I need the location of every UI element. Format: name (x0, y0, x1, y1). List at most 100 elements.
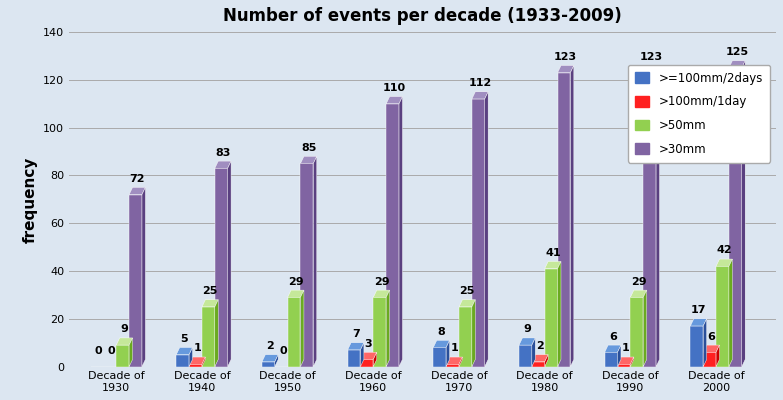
Polygon shape (189, 364, 202, 366)
Polygon shape (202, 357, 205, 366)
Polygon shape (630, 290, 647, 297)
Polygon shape (202, 300, 218, 307)
Polygon shape (644, 73, 656, 366)
Polygon shape (202, 307, 215, 366)
Polygon shape (644, 66, 659, 73)
Polygon shape (644, 290, 647, 366)
Text: 25: 25 (203, 286, 218, 296)
Text: 1: 1 (622, 344, 630, 354)
Polygon shape (386, 96, 402, 104)
Polygon shape (142, 187, 146, 366)
Polygon shape (459, 357, 463, 366)
Polygon shape (215, 168, 228, 366)
Text: 1: 1 (450, 344, 458, 354)
Text: 125: 125 (726, 47, 749, 57)
Polygon shape (228, 161, 231, 366)
Text: 0: 0 (95, 346, 103, 356)
Polygon shape (386, 290, 390, 366)
Polygon shape (275, 355, 278, 366)
Polygon shape (129, 194, 142, 366)
Text: 2: 2 (266, 341, 274, 351)
Polygon shape (189, 348, 193, 366)
Polygon shape (545, 262, 561, 269)
Polygon shape (301, 290, 304, 366)
Polygon shape (446, 357, 463, 364)
Polygon shape (557, 73, 570, 366)
Text: 123: 123 (554, 52, 577, 62)
Polygon shape (459, 300, 475, 307)
Polygon shape (287, 290, 304, 297)
Polygon shape (433, 340, 449, 348)
Polygon shape (215, 161, 231, 168)
Polygon shape (373, 290, 390, 297)
Polygon shape (618, 357, 633, 364)
Polygon shape (176, 355, 189, 366)
Text: 9: 9 (523, 324, 531, 334)
Polygon shape (215, 300, 218, 366)
Polygon shape (742, 61, 745, 366)
Title: Number of events per decade (1933-2009): Number of events per decade (1933-2009) (223, 7, 622, 25)
Polygon shape (485, 92, 488, 366)
Text: 110: 110 (383, 83, 406, 93)
Polygon shape (373, 352, 377, 366)
Text: 123: 123 (640, 52, 663, 62)
Text: 6: 6 (707, 332, 716, 342)
Text: 7: 7 (352, 329, 359, 339)
Polygon shape (618, 345, 621, 366)
Polygon shape (262, 362, 275, 366)
Polygon shape (433, 348, 446, 366)
Polygon shape (262, 355, 278, 362)
Polygon shape (399, 96, 402, 366)
Polygon shape (519, 345, 532, 366)
Polygon shape (360, 343, 364, 366)
Text: 42: 42 (716, 246, 732, 256)
Polygon shape (703, 345, 720, 352)
Polygon shape (729, 68, 742, 366)
Polygon shape (691, 319, 706, 326)
Text: 112: 112 (468, 78, 492, 88)
Polygon shape (532, 355, 548, 362)
Polygon shape (618, 364, 630, 366)
Polygon shape (691, 326, 703, 366)
Y-axis label: frequency: frequency (23, 156, 38, 242)
Polygon shape (446, 340, 449, 366)
Text: 41: 41 (545, 248, 561, 258)
Text: 5: 5 (181, 334, 188, 344)
Polygon shape (532, 338, 536, 366)
Polygon shape (348, 350, 360, 366)
Polygon shape (716, 259, 732, 266)
Polygon shape (287, 297, 301, 366)
Text: 25: 25 (460, 286, 474, 296)
Text: 85: 85 (301, 143, 316, 153)
Text: 72: 72 (129, 174, 145, 184)
Polygon shape (532, 362, 545, 366)
Polygon shape (348, 343, 364, 350)
Polygon shape (604, 345, 621, 352)
Text: 6: 6 (609, 332, 617, 342)
Text: 8: 8 (438, 327, 446, 337)
Polygon shape (716, 345, 720, 366)
Text: 0: 0 (108, 346, 115, 356)
Polygon shape (472, 92, 488, 99)
Polygon shape (557, 262, 561, 366)
Polygon shape (386, 104, 399, 366)
Polygon shape (446, 364, 459, 366)
Polygon shape (630, 297, 644, 366)
Polygon shape (729, 61, 745, 68)
Polygon shape (116, 345, 129, 366)
Polygon shape (630, 357, 633, 366)
Polygon shape (545, 355, 548, 366)
Polygon shape (129, 187, 146, 194)
Text: 29: 29 (631, 276, 646, 286)
Text: 0: 0 (279, 346, 287, 356)
Text: 29: 29 (288, 276, 304, 286)
Text: 3: 3 (365, 339, 373, 349)
Polygon shape (703, 352, 716, 366)
Polygon shape (313, 156, 317, 366)
Polygon shape (545, 269, 557, 366)
Polygon shape (373, 297, 386, 366)
Polygon shape (716, 266, 729, 366)
Text: 1: 1 (193, 344, 201, 354)
Polygon shape (459, 307, 472, 366)
Polygon shape (176, 348, 193, 355)
